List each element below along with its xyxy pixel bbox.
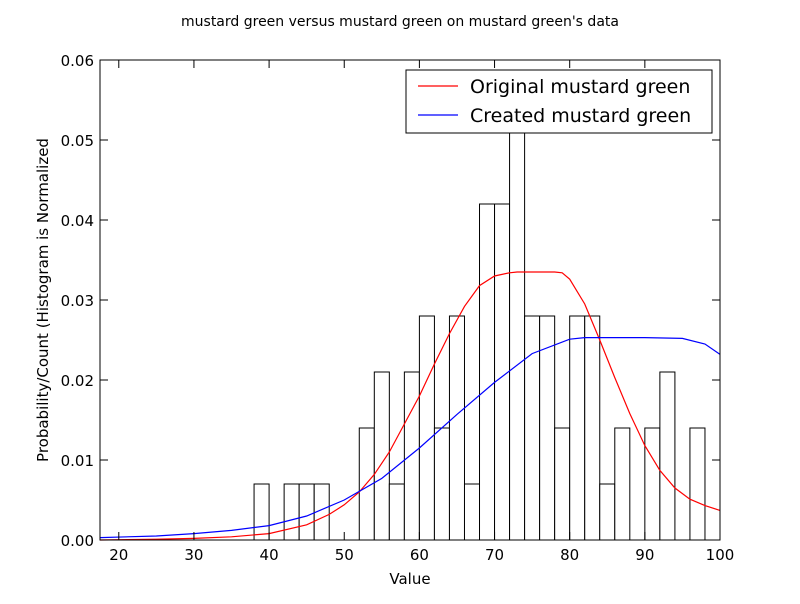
y-tick-label: 0.00 <box>61 532 94 550</box>
series-line-1 <box>99 337 721 539</box>
y-axis-label: Probability/Count (Histogram is Normaliz… <box>34 138 52 462</box>
legend-label-created: Created mustard green <box>470 105 691 127</box>
y-tick-label: 0.06 <box>61 52 94 70</box>
histogram-bar <box>433 427 450 541</box>
histogram-bar <box>524 315 541 541</box>
histogram-bar <box>689 427 706 541</box>
x-tick-label: 80 <box>560 546 579 564</box>
y-tick-label: 0.04 <box>61 212 94 230</box>
histogram-bar <box>388 483 405 541</box>
x-axis-label: Value <box>389 570 430 588</box>
legend-label-original: Original mustard green <box>470 76 690 98</box>
histogram-bar <box>479 203 496 541</box>
histogram-bar <box>554 427 571 541</box>
y-tick-label: 0.02 <box>61 372 94 390</box>
histogram-bar <box>283 483 300 541</box>
x-axis-ticks: 20 30 40 50 60 70 80 90 100 <box>109 60 734 564</box>
x-tick-label: 70 <box>485 546 504 564</box>
histogram-bars <box>253 91 706 541</box>
histogram-bar <box>403 371 420 541</box>
x-tick-label: 90 <box>635 546 654 564</box>
histogram-bar <box>509 91 526 541</box>
series-line-0 <box>99 271 721 541</box>
histogram-bar <box>298 483 315 541</box>
legend: Original mustard green Created mustard g… <box>405 69 713 134</box>
histogram-bar <box>644 427 661 541</box>
x-tick-label: 40 <box>260 546 279 564</box>
histogram-bar <box>418 315 435 541</box>
histogram-bar <box>448 315 465 541</box>
y-tick-label: 0.03 <box>61 292 94 310</box>
x-tick-label: 20 <box>109 546 128 564</box>
histogram-bar <box>599 483 616 541</box>
histogram-bar <box>253 483 270 541</box>
x-tick-label: 30 <box>184 546 203 564</box>
x-tick-label: 50 <box>335 546 354 564</box>
histogram-bar <box>463 483 481 541</box>
series-lines <box>99 271 721 541</box>
histogram-bar <box>569 315 586 541</box>
y-tick-label: 0.01 <box>61 452 94 470</box>
y-axis-ticks: 0.00 0.01 0.02 0.03 0.04 0.05 0.06 <box>61 52 720 550</box>
histogram-bar <box>659 371 676 541</box>
y-tick-label: 0.05 <box>61 132 94 150</box>
histogram-bar <box>614 427 631 541</box>
histogram-bar <box>584 315 601 541</box>
x-tick-label: 60 <box>410 546 429 564</box>
x-tick-label: 100 <box>706 546 735 564</box>
legend-box <box>405 69 713 134</box>
chart-title: mustard green versus mustard green on mu… <box>181 14 619 30</box>
